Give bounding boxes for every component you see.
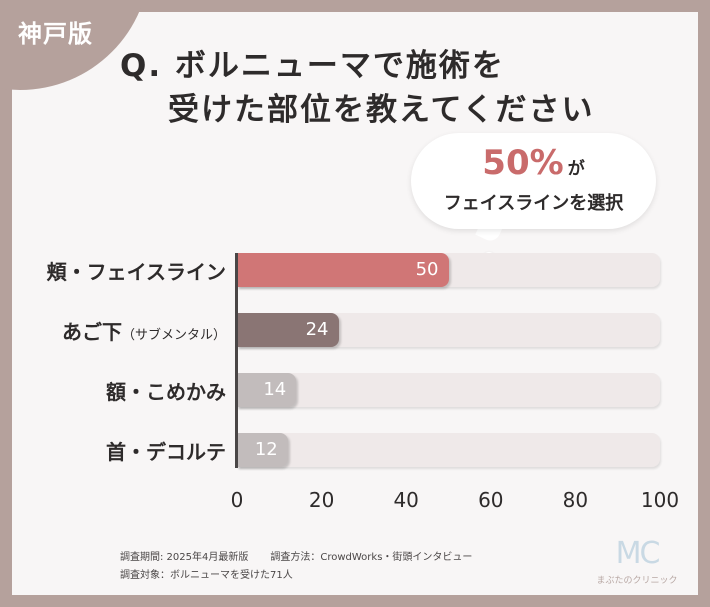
- category-label: 頬・フェイスライン: [46, 260, 226, 284]
- bar-value-label: 12: [254, 439, 278, 460]
- footer-target: 調査対象：ボルニューマを受けた71人: [120, 570, 293, 581]
- bar: [237, 433, 288, 467]
- title-line-2: 受けた部位を教えてください: [168, 92, 595, 128]
- category-label: 額・こめかみ: [106, 380, 226, 404]
- x-tick-label: 100: [640, 488, 680, 512]
- callout-text: フェイスラインを選択: [443, 193, 624, 214]
- bar: [237, 373, 297, 407]
- bar: [237, 313, 339, 347]
- logo-mark: MC: [615, 536, 661, 571]
- callout-particle: が: [567, 159, 585, 179]
- title-line-1: Q. ボルニューマで施術を: [120, 48, 505, 84]
- x-tick-label: 20: [308, 488, 335, 512]
- x-tick-label: 80: [562, 488, 589, 512]
- logo-name: まぶたのクリニック: [596, 576, 678, 586]
- clinic-logo: MC まぶたのクリニック: [582, 536, 692, 600]
- bar-value-label: 14: [263, 379, 287, 400]
- callout-percent: 50%: [482, 143, 564, 183]
- region-badge: 神戸版: [18, 20, 93, 48]
- x-tick-label: 40: [393, 488, 419, 512]
- bar-track: [237, 433, 660, 467]
- bar-track: [237, 373, 660, 407]
- content-card: [12, 12, 698, 595]
- callout-bubble: 50% が フェイスラインを選択: [411, 133, 656, 229]
- category-label: あご下（サブメンタル）: [61, 320, 226, 344]
- x-tick-label: 0: [230, 488, 244, 512]
- bar: [237, 253, 449, 287]
- y-axis-line: [235, 253, 238, 468]
- category-note: （サブメンタル）: [121, 328, 226, 343]
- footer-period: 調査期間: 2025年4月最新版 調査方法：CrowdWorks・街頭インタビュー: [120, 552, 473, 563]
- x-tick-label: 60: [478, 488, 504, 512]
- category-label: 首・デコルテ: [106, 440, 226, 464]
- bar-value-label: 50: [415, 259, 439, 280]
- bar-value-label: 24: [305, 319, 329, 340]
- footer-method: 調査方法：CrowdWorks・街頭インタビュー: [270, 552, 473, 563]
